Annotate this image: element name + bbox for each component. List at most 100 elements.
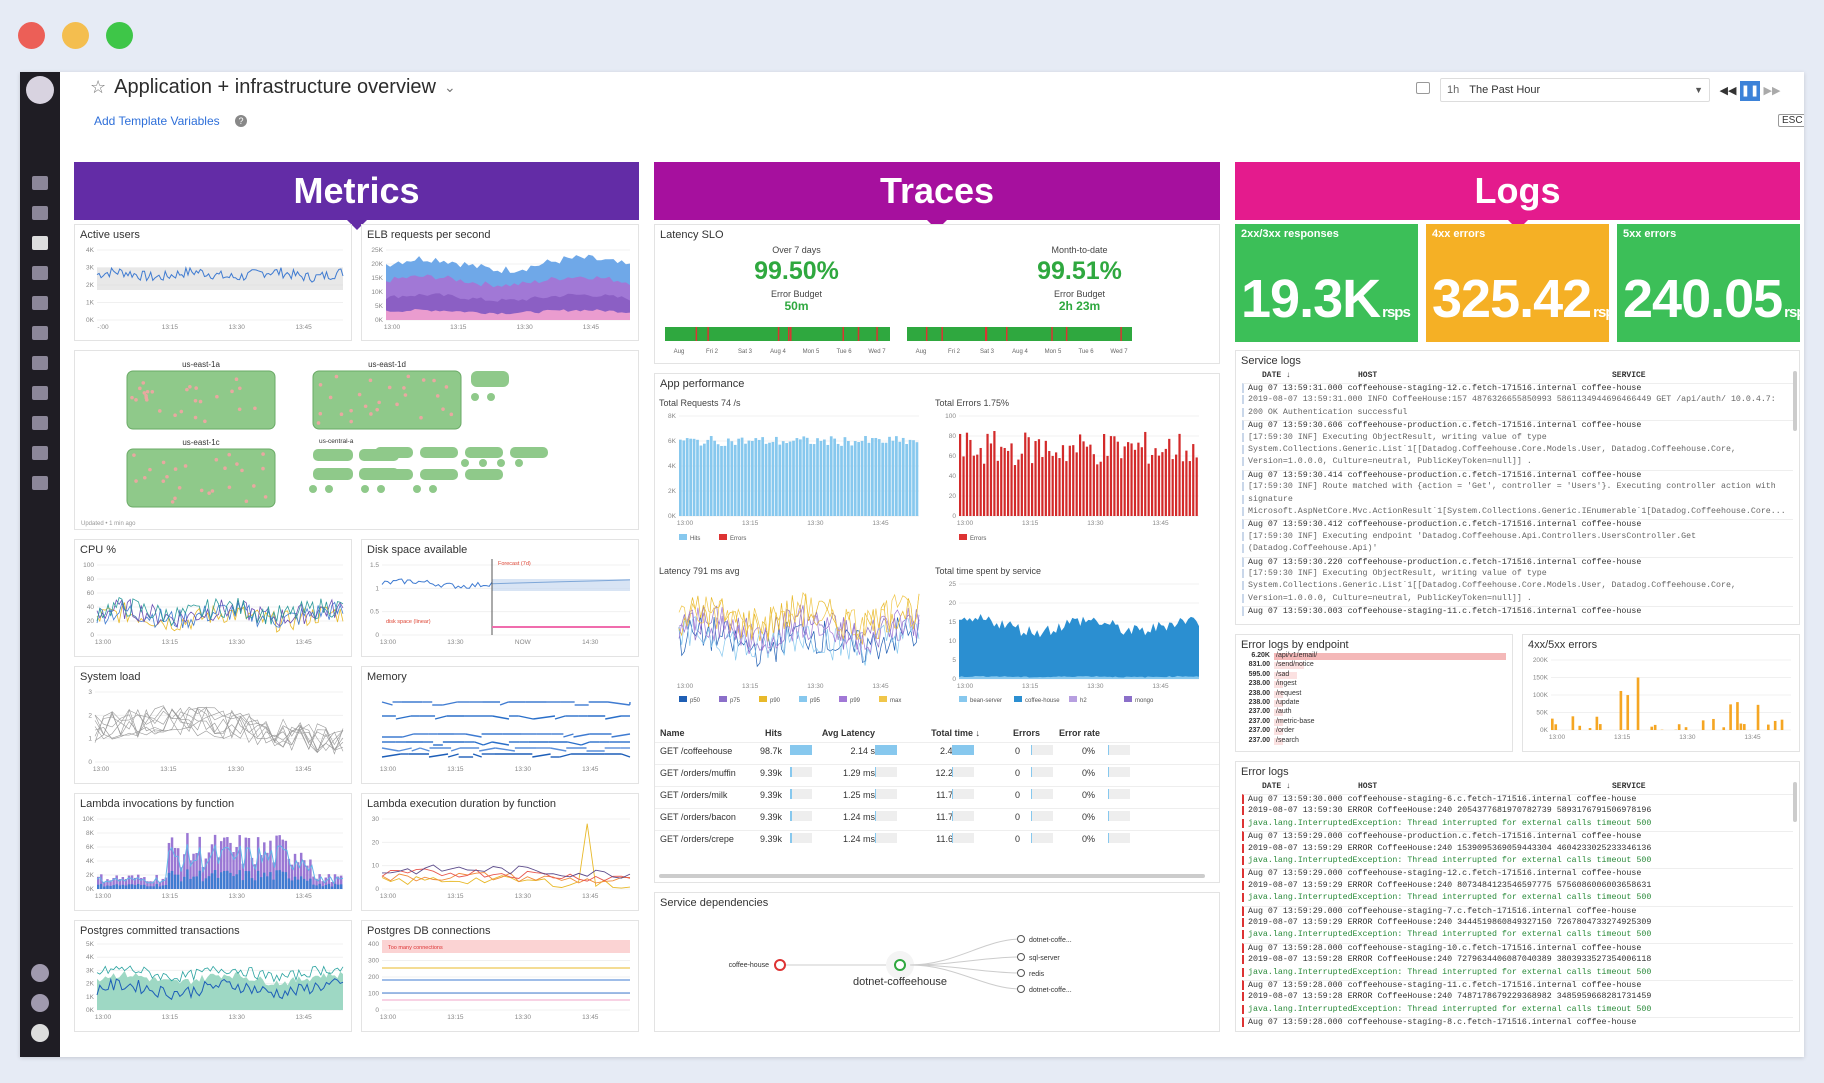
watchdog-icon[interactable] — [32, 176, 48, 190]
log-line[interactable]: [17:59:30 INF] Route matched with {actio… — [1242, 482, 1793, 492]
log-line[interactable]: Aug 07 13:59:30.000 coffeehouse-staging-… — [1242, 794, 1793, 804]
toplist-row[interactable]: 238.00/request — [1240, 690, 1506, 699]
lambda-duration-widget[interactable]: Lambda execution duration by function 30… — [361, 793, 639, 911]
time-range-selector[interactable]: 1h The Past Hour ▼ — [1440, 78, 1710, 102]
log-line[interactable]: Aug 07 13:59:30.414 coffeehouse-producti… — [1242, 469, 1793, 480]
rewind-button[interactable]: ◀◀ — [1719, 85, 1737, 97]
log-line[interactable]: Aug 07 13:59:31.000 coffeehouse-staging-… — [1242, 383, 1793, 393]
hostmap-widget[interactable]: us-east-1a us-east-1d us-east-1c us-central… — [74, 350, 639, 530]
service-dependencies-widget[interactable]: Service dependencies dotnet-coffe... sql-… — [654, 892, 1220, 1032]
star-icon[interactable]: ☆ — [90, 77, 107, 97]
memory-widget[interactable]: Memory 13:00 13:15 13:30 13:45 — [361, 666, 639, 784]
col-service[interactable]: SERVICE — [1612, 371, 1646, 380]
close-window-button[interactable] — [18, 22, 45, 49]
error-logs-widget[interactable]: Error logs DATE ↓ HOST SERVICE Aug 07 13… — [1235, 761, 1800, 1032]
log-line[interactable]: java.lang.InterruptedException: Thread i… — [1242, 818, 1793, 828]
log-line[interactable]: java.lang.InterruptedException: Thread i… — [1242, 967, 1793, 977]
log-line[interactable]: signature — [1242, 494, 1793, 504]
log-line[interactable]: [17:59:30 INF] Executing ObjectResult, w… — [1242, 432, 1793, 442]
help-icon[interactable]: ? — [234, 115, 247, 127]
toplist-row[interactable]: 6.20K/api/v1/email/ — [1240, 652, 1506, 661]
avatar[interactable] — [31, 1024, 49, 1042]
toplist-row[interactable]: 831.00/send/notice — [1240, 661, 1506, 670]
toplist-row[interactable]: 237.00/metric-base — [1240, 718, 1506, 727]
forward-button[interactable]: ▶▶ — [1763, 85, 1781, 97]
log-line[interactable]: [17:59:30 INF] Executing endpoint 'Datad… — [1242, 531, 1793, 541]
notebooks-icon[interactable] — [32, 416, 48, 430]
log-line[interactable]: [17:59:30 INF] Executing ObjectResult, w… — [1242, 569, 1793, 578]
datadog-logo-icon[interactable] — [26, 76, 54, 104]
latency-slo-widget[interactable]: Latency SLO Over 7 days 99.50% Error Bud… — [654, 224, 1220, 364]
col-service[interactable]: SERVICE — [1612, 782, 1646, 791]
minimize-window-button[interactable] — [62, 22, 89, 49]
table-row[interactable] — [655, 808, 1219, 828]
toplist-row[interactable]: 237.00/search — [1240, 737, 1506, 746]
log-line[interactable]: java.lang.InterruptedException: Thread i… — [1242, 930, 1793, 940]
log-line[interactable]: Aug 07 13:59:28.000 coffeehouse-staging-… — [1242, 942, 1793, 953]
active-users-widget[interactable]: Active users 4K 3K 2K 1K 0K -:00 13:15 13:30 13:… — [74, 224, 352, 341]
log-line[interactable]: Aug 07 13:59:30.412 coffeehouse-producti… — [1242, 519, 1793, 530]
log-line[interactable]: Aug 07 13:59:29.000 coffeehouse-staging-… — [1242, 905, 1793, 916]
synthetics-icon[interactable] — [32, 476, 48, 490]
log-line[interactable]: Version=1.0.0.0, Culture=neutral, Public… — [1242, 593, 1793, 603]
log-line[interactable]: 2019-08-07 13:59:28 ERROR CoffeeHouse:24… — [1242, 955, 1793, 965]
table-row[interactable] — [655, 742, 1219, 762]
toplist-row[interactable]: 595.00/sad — [1240, 671, 1506, 680]
kpi-5xx[interactable]: 5xx errors 240.05rsps — [1617, 224, 1804, 342]
zoom-window-button[interactable] — [106, 22, 133, 49]
toplist-row[interactable]: 237.00/order — [1240, 727, 1506, 736]
kpi-2xx[interactable]: 2xx/3xx responses 19.3K rsps — [1235, 224, 1418, 342]
apm-icon[interactable] — [32, 386, 48, 400]
log-line[interactable]: Version=1.0.0.0, Culture=neutral, Public… — [1242, 457, 1793, 467]
app-performance-widget[interactable]: App performance Total Requests 74 /s Tot… — [654, 373, 1220, 883]
log-line[interactable]: java.lang.InterruptedException: Thread i… — [1242, 1004, 1793, 1014]
log-line[interactable]: Microsoft.AspNetCore.Mvc.ActionResult`1[… — [1242, 507, 1793, 516]
log-line[interactable]: java.lang.InterruptedException: Thread i… — [1242, 856, 1793, 865]
log-line[interactable]: 2019-08-07 13:59:29 ERROR CoffeeHouse:24… — [1242, 918, 1793, 927]
events-icon[interactable] — [32, 206, 48, 220]
table-row[interactable] — [655, 764, 1219, 784]
log-line[interactable]: Aug 07 13:59:30.220 coffeehouse-producti… — [1242, 556, 1793, 567]
logs-icon[interactable] — [32, 446, 48, 460]
postgres-connections-widget[interactable]: Postgres DB connections 400 300 200 100 0 13:… — [361, 920, 639, 1032]
log-scrollbar[interactable] — [1793, 371, 1797, 431]
system-load-widget[interactable]: System load 3 2 1 0 13:00 13:15 13:30 13:45 — [74, 666, 352, 784]
dashboards-icon[interactable] — [32, 236, 48, 250]
cpu-widget[interactable]: CPU % 100 80 60 40 20 0 13:00 13:15 13:30 13:45 — [74, 539, 352, 657]
service-logs-widget[interactable]: Service logs DATE ↓ HOST SERVICE Aug 07 … — [1235, 350, 1800, 625]
table-scrollbar[interactable] — [659, 874, 1205, 878]
log-line[interactable]: System.Collections.Generic.List`1[[Datad… — [1242, 581, 1793, 591]
4xx-5xx-errors-widget[interactable]: 4xx/5xx errors 200K 150K 100K 50K 0K 13:00 13:… — [1522, 634, 1800, 752]
log-line[interactable]: 2019-08-07 13:59:30 ERROR CoffeeHouse:24… — [1242, 806, 1793, 816]
log-line[interactable]: Aug 07 13:59:29.000 coffeehouse-producti… — [1242, 831, 1793, 842]
log-line[interactable]: 2019-08-07 13:59:28 ERROR CoffeeHouse:24… — [1242, 992, 1793, 1002]
log-scrollbar[interactable] — [1793, 782, 1797, 822]
toplist-row[interactable]: 238.00/update — [1240, 699, 1506, 708]
log-line[interactable]: Aug 07 13:59:28.000 coffeehouse-staging-… — [1242, 1017, 1793, 1028]
add-template-variables-link[interactable]: Add Template Variables — [94, 114, 220, 128]
error-logs-by-endpoint-widget[interactable]: Error logs by endpoint 6.20K/api/v1/emai… — [1235, 634, 1513, 752]
log-line[interactable]: Aug 07 13:59:29.000 coffeehouse-staging-… — [1242, 868, 1793, 879]
lambda-invocations-widget[interactable]: Lambda invocations by function 10K 8K 6K 4K… — [74, 793, 352, 911]
esc-key-hint[interactable]: ESC — [1778, 114, 1804, 127]
col-host[interactable]: HOST — [1358, 371, 1378, 380]
log-line[interactable]: Aug 07 13:59:30.003 coffeehouse-staging-… — [1242, 606, 1793, 617]
postgres-transactions-widget[interactable]: Postgres committed transactions 5K 4K 3K 2K… — [74, 920, 352, 1032]
col-date[interactable]: DATE ↓ — [1262, 782, 1291, 791]
log-line[interactable]: 200 OK Authentication successful — [1242, 407, 1793, 417]
log-line[interactable]: Aug 07 13:59:30.606 coffeehouse-producti… — [1242, 420, 1793, 431]
help-icon[interactable] — [31, 964, 49, 982]
log-line[interactable]: 2019-08-07 13:59:31.000 INFO CoffeeHouse… — [1242, 395, 1793, 405]
col-date[interactable]: DATE ↓ — [1262, 371, 1291, 380]
dashboard-title[interactable]: ☆ Application + infrastructure overview … — [90, 76, 456, 99]
toplist-row[interactable]: 238.00/ingest — [1240, 680, 1506, 689]
table-row[interactable] — [655, 786, 1219, 806]
elb-requests-widget[interactable]: ELB requests per second 25K 20K 15K 10K 5K 0K… — [361, 224, 639, 341]
log-line[interactable]: java.lang.InterruptedException: Thread i… — [1242, 893, 1793, 903]
monitors-icon[interactable] — [32, 296, 48, 310]
log-line[interactable]: System.Collections.Generic.List`1[[Datad… — [1242, 445, 1793, 454]
metrics-icon[interactable] — [32, 326, 48, 340]
infrastructure-icon[interactable] — [32, 266, 48, 280]
pause-button[interactable]: ❚❚ — [1740, 81, 1760, 101]
toplist-row[interactable]: 237.00/auth — [1240, 708, 1506, 717]
